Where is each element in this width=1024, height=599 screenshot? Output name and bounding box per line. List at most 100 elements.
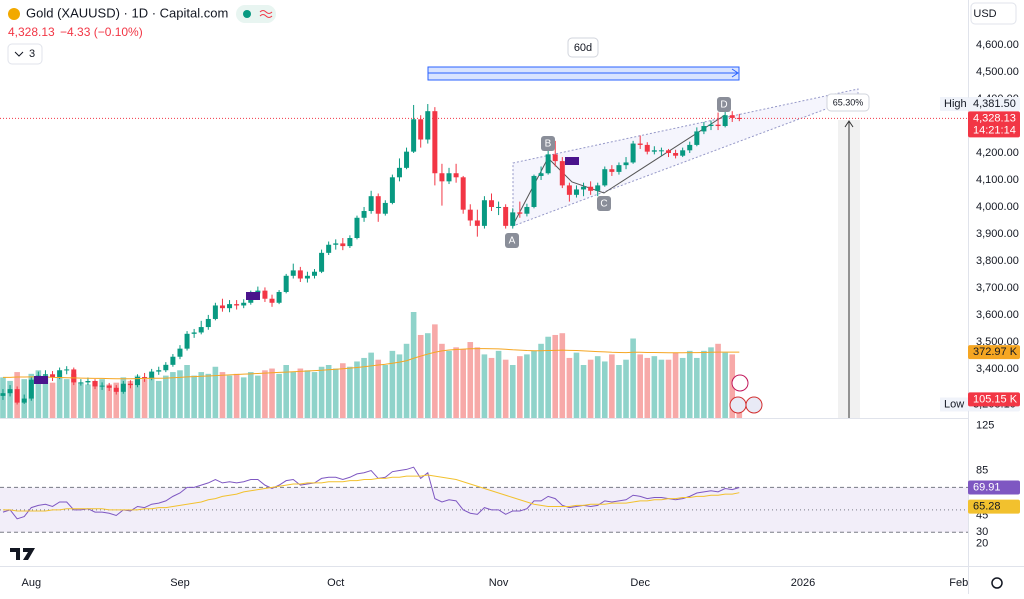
volume-bar (708, 347, 714, 418)
event-icon[interactable] (729, 396, 747, 414)
candle-body (411, 119, 417, 152)
candle-body (588, 186, 594, 191)
volume-bar (410, 311, 417, 418)
volume-bar (481, 354, 488, 418)
countdown: 14:21:14 (973, 124, 1016, 136)
volume-bar (85, 384, 91, 418)
candle-body (687, 144, 693, 151)
volume-bar (672, 352, 679, 418)
volume-average (2, 348, 740, 380)
volume-bar (198, 372, 205, 418)
volume-bar (538, 343, 544, 418)
candle-body (290, 270, 296, 276)
point-badge (597, 196, 611, 211)
y-tick-label: 4,100.00 (976, 174, 1019, 186)
candle-body (474, 220, 480, 226)
candle-body (50, 374, 56, 377)
candle-body (595, 185, 601, 191)
volume-bar (106, 384, 112, 418)
candle-body (198, 327, 204, 333)
candle-body (234, 304, 240, 306)
status-wave (259, 10, 273, 18)
volume-bar (155, 380, 162, 418)
indicator-toggle[interactable] (7, 43, 43, 65)
volume-bar (658, 359, 665, 418)
y-tick-label: 3,500.00 (976, 336, 1019, 348)
candle-body (637, 143, 643, 145)
volume-bar (283, 364, 289, 418)
volume-bar (42, 375, 49, 418)
event-flag[interactable] (34, 376, 48, 384)
volume-bar (495, 350, 502, 418)
measure-label-box (826, 93, 870, 112)
candle-body (644, 144, 650, 152)
y-tick-label: 4,200.00 (976, 147, 1019, 159)
volume-bar (262, 370, 268, 418)
volume-bar (665, 359, 672, 418)
volume-bar (559, 333, 566, 418)
event-flag[interactable] (246, 292, 260, 300)
rsi-tag: 69.91 (973, 481, 1001, 493)
candle-body (446, 173, 452, 182)
status-pill[interactable] (236, 5, 276, 23)
volume-bar (616, 364, 622, 418)
candle-body (453, 173, 459, 178)
point-label: D (720, 100, 727, 111)
candle-body (149, 371, 155, 379)
volume-bar (304, 370, 311, 418)
currency-button[interactable] (970, 2, 1017, 25)
volume-bar (389, 350, 396, 418)
candle-body (78, 382, 84, 384)
candle-body (496, 206, 502, 208)
last-price-tag (968, 111, 1020, 138)
candle-body (142, 376, 148, 379)
x-tick-label: Aug (22, 577, 42, 589)
volume-bar (120, 377, 127, 418)
brand-logo[interactable] (10, 548, 35, 560)
event-icon[interactable] (745, 396, 763, 414)
event-icon[interactable] (731, 374, 749, 392)
volume-bar (340, 363, 346, 418)
candle-body (99, 385, 105, 387)
series-layer (0, 104, 742, 520)
volume-bar (127, 380, 134, 418)
candle-body (262, 290, 268, 299)
y-tick-label: 4,600.00 (976, 39, 1019, 51)
volume-last-tag-box (968, 392, 1020, 407)
candle-body (361, 211, 367, 218)
point-label: A (509, 236, 516, 247)
candle-body (729, 115, 735, 118)
volume-ma-tag: 372.97 K (973, 346, 1018, 358)
volume-bar (332, 368, 339, 418)
candle-body (184, 333, 190, 349)
rsi-tag-box (968, 480, 1020, 495)
candle-body (312, 271, 318, 276)
rsi-line (2, 474, 740, 512)
event-flag[interactable] (565, 157, 579, 165)
candle-body (57, 370, 63, 377)
volume-bar (113, 382, 120, 418)
volume-bar (524, 354, 530, 418)
y-tick-label: 3,700.00 (976, 282, 1019, 294)
volume-bar (70, 373, 77, 418)
candle-body (113, 387, 119, 392)
volume-bar (467, 342, 474, 418)
point-badge (541, 136, 555, 151)
candle-body (283, 275, 289, 292)
candle-body (276, 291, 282, 303)
settings-button[interactable] (991, 577, 1003, 589)
candle-body (269, 298, 275, 303)
volume-bar (722, 352, 728, 418)
extreme-name-box (940, 397, 968, 412)
candle-body (92, 381, 98, 387)
candle-body (177, 348, 183, 357)
candle-body (503, 206, 509, 226)
candle-body (531, 175, 537, 207)
candle-body (71, 369, 77, 383)
rsi-tag-box (968, 499, 1020, 514)
candle-body (127, 383, 133, 386)
volume-last-tag: 105.15 K (973, 393, 1018, 405)
volume-bar (594, 356, 601, 418)
volume-bar (240, 377, 247, 418)
